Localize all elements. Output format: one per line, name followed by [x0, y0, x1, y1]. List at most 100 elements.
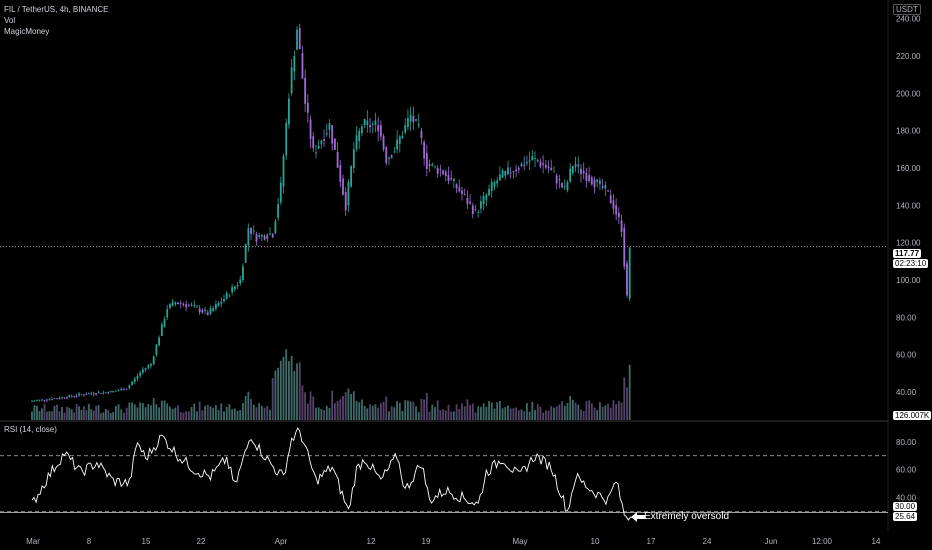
candle-body: [87, 393, 90, 395]
candle-body: [466, 197, 469, 205]
volume-bar: [477, 406, 480, 420]
volume-bar: [512, 408, 515, 420]
volume-bar: [53, 405, 56, 420]
time-tick-label: Apr: [275, 537, 288, 546]
magicmoney-indicator-label[interactable]: MagicMoney: [4, 27, 50, 36]
volume-bar: [342, 396, 344, 420]
candle-body: [212, 308, 215, 312]
volume-bar: [269, 409, 271, 420]
volume-bar: [233, 408, 236, 420]
volume-bar: [166, 403, 169, 420]
candle-body: [255, 233, 258, 242]
volume-bar: [61, 407, 63, 420]
candle-body: [97, 392, 100, 394]
volume-bar: [431, 404, 434, 420]
candle-body: [271, 233, 274, 238]
candle-body: [174, 302, 177, 305]
time-tick-label: 14: [872, 537, 881, 546]
candle-body: [46, 399, 48, 401]
volume-bar: [214, 405, 217, 420]
volume-bar: [488, 400, 490, 420]
volume-bar: [204, 405, 206, 420]
volume-bar: [125, 407, 128, 420]
volume-bar: [401, 410, 404, 420]
volume-bar: [317, 407, 320, 420]
currency-label[interactable]: USDT: [893, 4, 921, 15]
volume-bar: [223, 411, 225, 420]
volume-bar: [158, 407, 161, 420]
candle-body: [417, 124, 420, 126]
candle-body: [507, 167, 509, 175]
vol-indicator-label[interactable]: Vol: [4, 16, 16, 25]
candle-body: [123, 389, 125, 391]
candle-body: [379, 125, 382, 137]
candle-body: [358, 130, 361, 142]
candle-body: [266, 235, 269, 239]
candle-body: [279, 182, 282, 203]
candle-body: [361, 126, 363, 134]
candle-body: [220, 301, 223, 304]
volume-bar: [212, 407, 215, 420]
volume-bar: [580, 409, 582, 420]
candle-body: [38, 399, 41, 401]
candle-body: [306, 102, 309, 113]
volume-bar: [544, 410, 547, 420]
candle-body: [182, 303, 185, 305]
candle-body: [404, 125, 407, 133]
rsi-tick-label: 60.00: [896, 466, 917, 475]
price-tick-label: 180.00: [896, 127, 921, 136]
volume-bar: [179, 412, 182, 420]
volume-bar: [150, 405, 152, 420]
volume-bar: [242, 402, 244, 420]
time-tick-label: 19: [422, 537, 431, 546]
volume-bar: [558, 404, 561, 420]
volume-bar: [385, 396, 388, 420]
candle-body: [615, 205, 618, 215]
candle-body: [83, 394, 85, 396]
volume-bar: [561, 401, 563, 420]
candle-body: [214, 304, 217, 309]
volume-bar: [571, 399, 574, 420]
candle-body: [480, 201, 482, 209]
volume-bar: [141, 403, 144, 420]
candle-body: [509, 172, 512, 174]
volume-bar: [70, 409, 73, 420]
volume-bar: [474, 412, 477, 420]
volume-bar: [607, 403, 609, 420]
candle-body: [431, 163, 434, 166]
candle-body: [550, 168, 553, 171]
volume-bar: [458, 409, 461, 420]
volume-bar: [31, 411, 33, 420]
candle-body: [223, 298, 225, 302]
volume-bar: [174, 407, 177, 420]
candle-body: [569, 168, 572, 182]
candle-body: [339, 165, 342, 182]
volume-bar: [51, 411, 53, 420]
candle-body: [158, 337, 161, 346]
volume-bar: [539, 406, 542, 420]
volume-bar: [296, 363, 298, 420]
candle-body: [531, 156, 534, 161]
volume-bar: [563, 405, 566, 420]
volume-bar: [393, 407, 396, 420]
volume-bar: [336, 400, 339, 420]
volume-bar: [358, 402, 361, 420]
volume-bar: [523, 411, 526, 420]
candle-body: [366, 120, 369, 126]
candle-body: [152, 356, 155, 364]
volume-bar: [490, 402, 493, 420]
candle-body: [439, 169, 442, 171]
arrow-left-icon: [631, 512, 645, 522]
volume-bar: [493, 408, 496, 420]
candle-body: [277, 204, 280, 218]
volume-bar: [325, 405, 328, 420]
rsi-indicator-label[interactable]: RSI (14, close): [4, 425, 57, 434]
candle-body: [528, 160, 531, 162]
volume-bar: [282, 356, 285, 420]
candle-body: [620, 220, 623, 232]
volume-bar: [593, 407, 596, 420]
volume-bar: [177, 405, 179, 420]
volume-bar: [333, 403, 336, 420]
volume-bar: [377, 407, 380, 420]
